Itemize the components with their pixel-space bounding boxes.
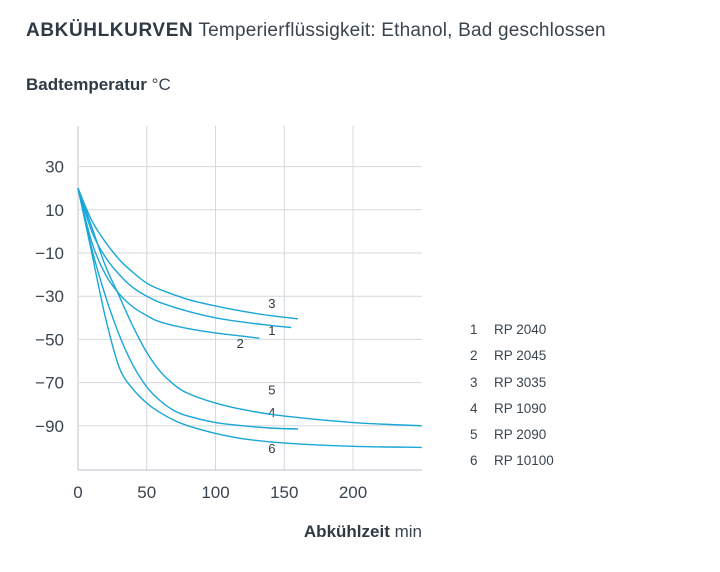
- legend-item-name: RP 10100: [494, 453, 554, 469]
- curve-6: [77, 188, 422, 449]
- x-tick-label: 100: [201, 483, 229, 502]
- y-tick-label: −70: [35, 374, 64, 393]
- x-tick-label: 50: [137, 483, 156, 502]
- legend-item-number: 2: [470, 348, 478, 364]
- y-tick-label: −50: [35, 330, 64, 349]
- legend-item-name: RP 2040: [494, 322, 547, 337]
- curve-1: [77, 187, 292, 329]
- x-tick-label: 150: [270, 483, 298, 502]
- legend-item-number: 4: [470, 400, 478, 416]
- legend-item-number: 3: [470, 374, 478, 390]
- legend-item: 3 RP 3035: [470, 375, 554, 401]
- legend-item-number: 1: [470, 322, 478, 337]
- x-tick-label: 200: [339, 483, 367, 502]
- curve-3: [77, 187, 299, 320]
- x-axis-label-text: Abkühlzeit: [303, 522, 390, 541]
- y-tick-label: −90: [35, 417, 64, 436]
- curve-5: [77, 187, 422, 427]
- chart-legend: 1 RP 2040 2 RP 2045 3 RP 3035 4 RP 1090 5 RP 2090…: [470, 322, 554, 480]
- x-axis-label: Abkühlzeit min: [304, 522, 422, 542]
- y-tick-label: 10: [45, 201, 64, 220]
- y-tick-label: −30: [35, 287, 64, 306]
- curve-2: [77, 188, 260, 339]
- legend-item: 4 RP 1090: [470, 401, 554, 427]
- x-axis-unit: min: [394, 522, 422, 541]
- legend-item: 1 RP 2040: [470, 322, 554, 348]
- chart-subtitle: Temperierflüssigkeit: Ethanol, Bad gesch…: [198, 20, 606, 41]
- curve-label-4: 4: [268, 405, 275, 420]
- curve-4: [77, 188, 299, 430]
- curve-label-6: 6: [268, 441, 275, 456]
- curve-label-2: 2: [237, 336, 244, 351]
- legend-item: 5 RP 2090: [470, 427, 554, 453]
- y-axis-label-text: Badtemperatur: [26, 75, 147, 94]
- legend-item-number: 5: [470, 427, 478, 443]
- y-tick-label: −10: [35, 244, 64, 263]
- legend-item: 2 RP 2045: [470, 348, 554, 374]
- y-axis-label: Badtemperatur °C: [26, 75, 171, 95]
- chart-title-main: ABKÜHLKURVEN: [26, 20, 194, 41]
- x-tick-label: 0: [73, 483, 82, 502]
- y-tick-label: 30: [45, 158, 64, 177]
- curve-label-3: 3: [268, 296, 275, 311]
- curve-label-1: 1: [268, 323, 275, 338]
- curve-label-5: 5: [268, 382, 275, 397]
- chart-title: ABKÜHLKURVEN Temperierflüssigkeit: Ethan…: [26, 20, 606, 42]
- legend-item-name: RP 3035: [494, 374, 547, 390]
- y-axis-unit: °C: [151, 75, 171, 94]
- legend-item: 6 RP 10100: [470, 453, 554, 479]
- legend-item-name: RP 2090: [494, 427, 547, 443]
- legend-item-number: 6: [470, 453, 478, 469]
- legend-item-name: RP 2045: [494, 348, 547, 364]
- legend-item-name: RP 1090: [494, 400, 547, 416]
